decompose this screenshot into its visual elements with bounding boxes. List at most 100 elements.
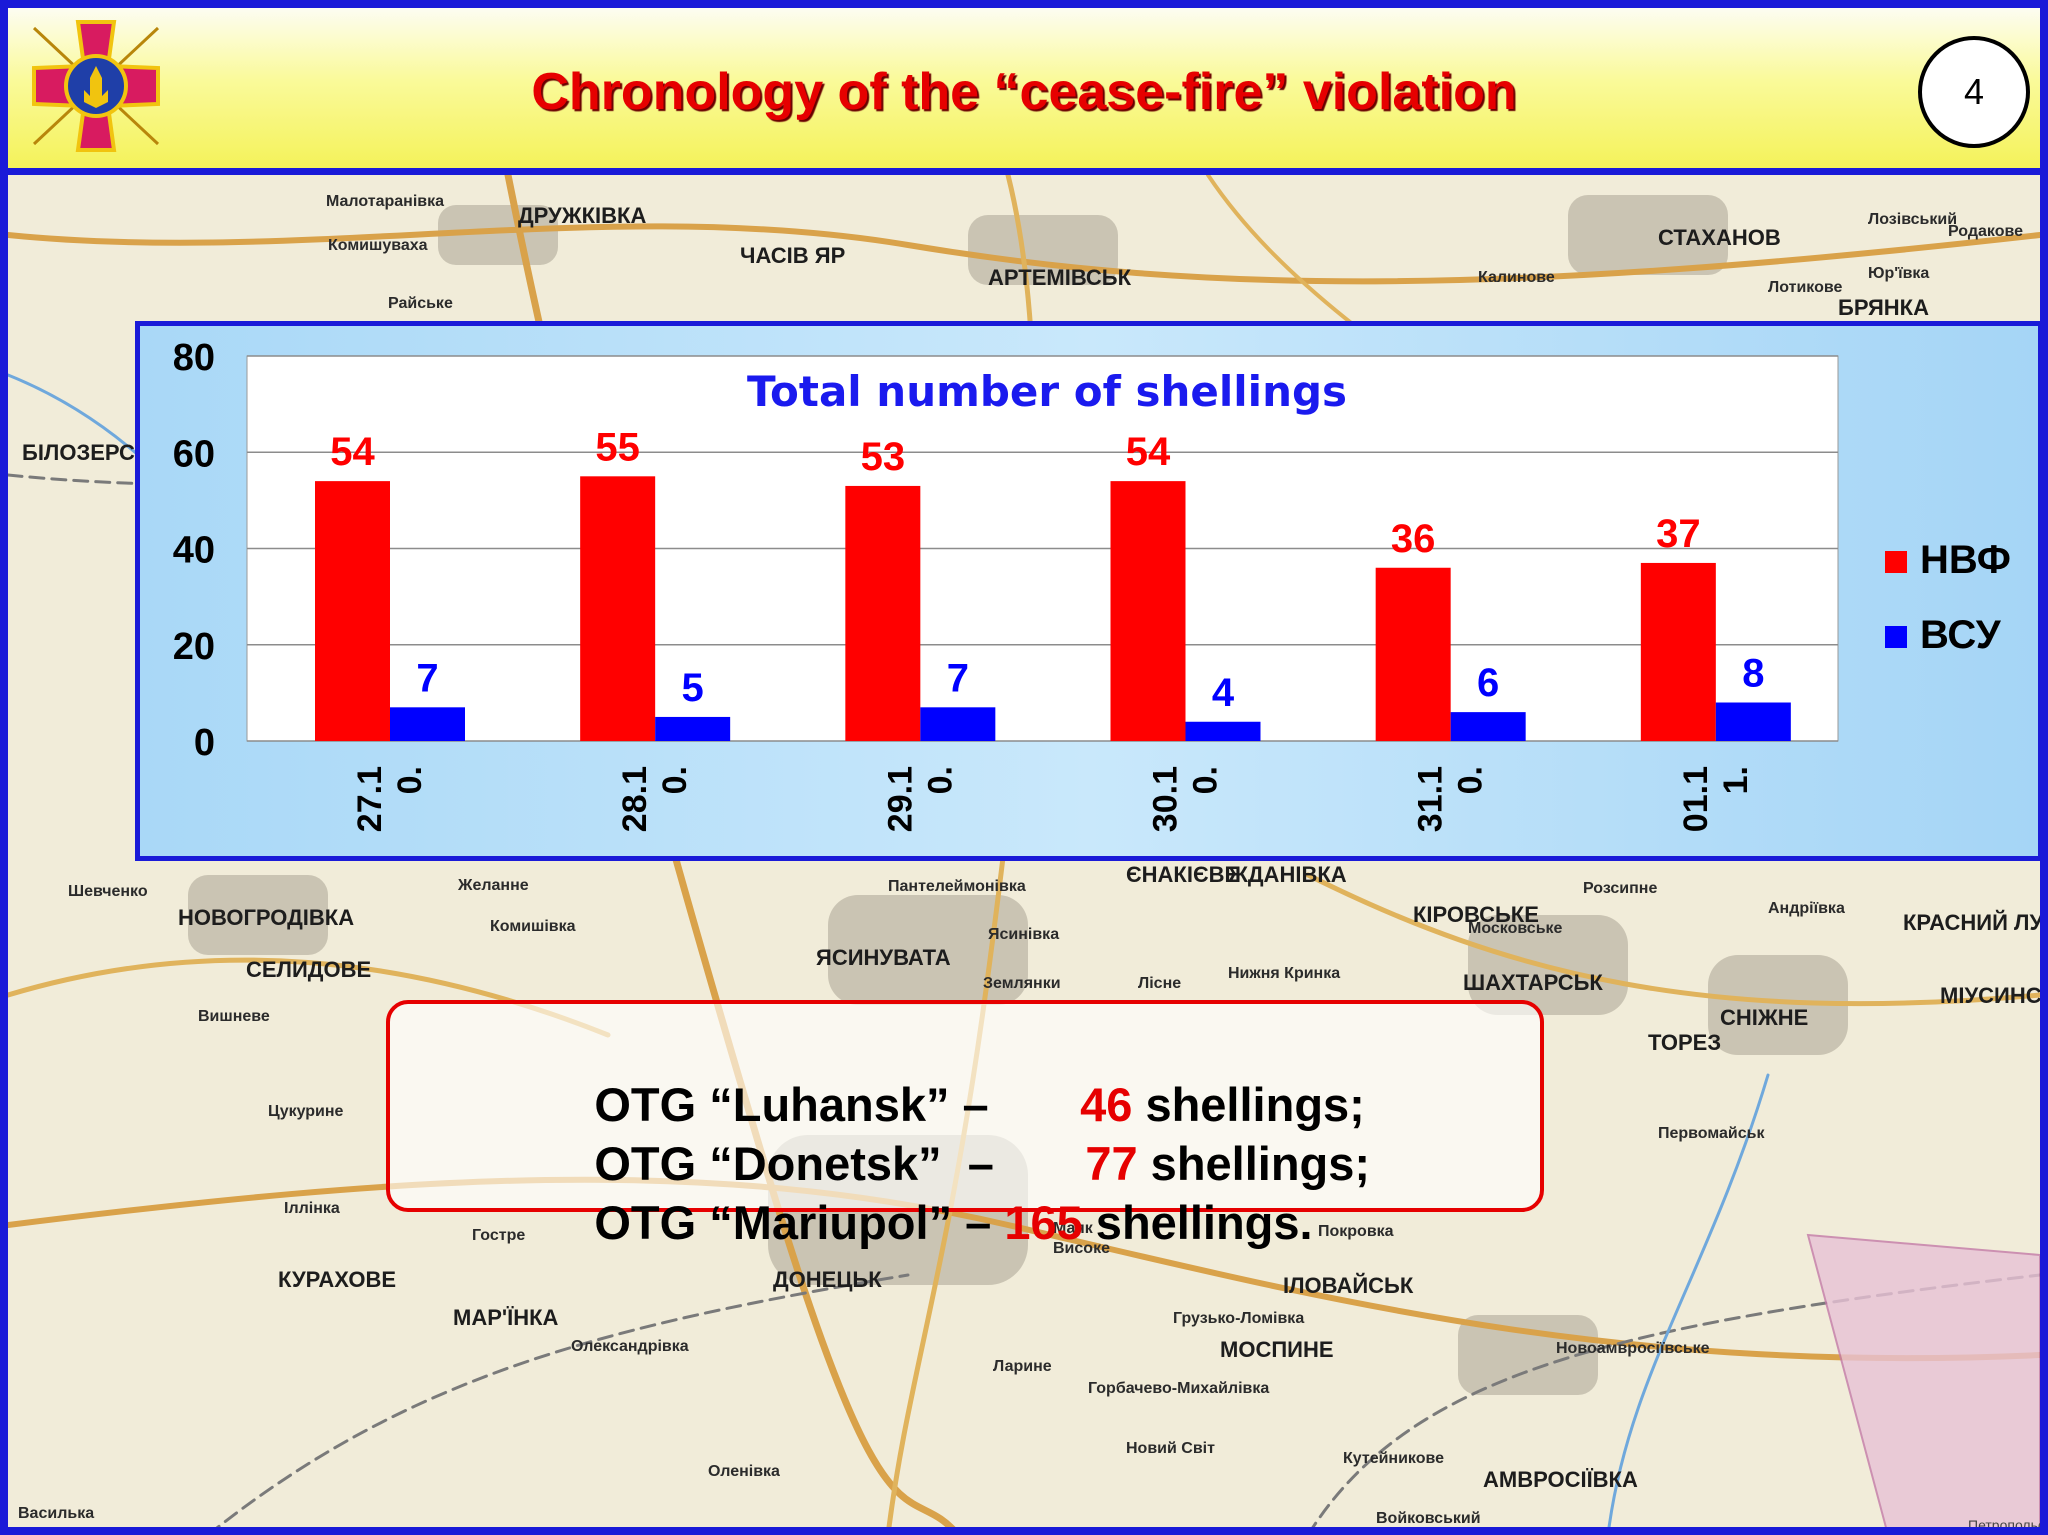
data-label: 36 <box>1391 517 1436 561</box>
map-roads <box>8 175 2040 1527</box>
x-tick-label: 28.1 <box>616 766 654 832</box>
map-town-label: Войковський <box>1376 1510 1481 1527</box>
map-town-label: АМВРОСІЇВКА <box>1483 1467 1638 1492</box>
bar-vsu <box>1185 721 1261 741</box>
map-town-label: БІЛОЗЕРСЬ <box>22 440 151 465</box>
map-town-label: Горбачево-Михайлівка <box>1088 1380 1270 1397</box>
summary-line-mariupol-label: OTG “Mariupol” – <box>594 1196 1005 1249</box>
bar-nvf <box>1375 567 1451 741</box>
summary-line-luhansk-number: 46 <box>1080 1078 1133 1131</box>
x-tick-label: 0. <box>1452 766 1490 794</box>
summary-line-donetsk-label: OTG “Donetsk” – <box>594 1137 1086 1190</box>
map-town-label: ДРУЖКІВКА <box>518 203 647 228</box>
data-label: 53 <box>861 435 906 479</box>
map-town-label: Андріївка <box>1768 900 1845 917</box>
map-town-label: Пантелеймонівка <box>888 878 1026 895</box>
summary-line-donetsk: OTG “Donetsk” – 77 shellings; <box>516 1081 1370 1246</box>
map-town-label: Лозівський <box>1868 211 1958 228</box>
map-town-label: МАР'ЇНКА <box>453 1305 559 1330</box>
data-label: 7 <box>416 656 438 700</box>
x-tick-label: 30.1 <box>1146 766 1184 832</box>
summary-line-mariupol-number: 165 <box>1004 1196 1083 1249</box>
map-town-label: ЧАСІВ ЯР <box>740 243 846 268</box>
bar-vsu <box>390 707 465 741</box>
map-town-label: СНІЖНЕ <box>1720 1005 1809 1030</box>
bar-vsu <box>655 716 731 741</box>
bar-nvf <box>1110 481 1186 741</box>
bar-vsu <box>920 707 996 741</box>
summary-line-luhansk-suffix: shellings; <box>1132 1078 1365 1131</box>
map-town-label: ТОРЕЗ <box>1648 1030 1722 1055</box>
map-town-label: Гостре <box>472 1227 526 1244</box>
map-town-label: Землянки <box>983 975 1061 992</box>
map-town-label: Розсипне <box>1583 880 1658 897</box>
legend-swatch <box>1885 626 1907 648</box>
y-tick-label: 80 <box>173 337 215 379</box>
map-town-label: Новоамвросіївське <box>1556 1340 1710 1357</box>
data-label: 54 <box>330 430 375 474</box>
data-label: 55 <box>595 425 640 469</box>
map-town-label: Желанне <box>458 877 529 894</box>
summary-line-mariupol: OTG “Mariupol” – 165 shellings. <box>516 1140 1313 1305</box>
slide-header: Chronology of the “cease-fire” violation… <box>8 8 2040 175</box>
map-town-label: КІРОВСЬКЕ <box>1413 902 1539 927</box>
summary-line-luhansk-label: OTG “Luhansk” – <box>594 1078 1081 1131</box>
map-town-label: Комишівка <box>490 918 576 935</box>
map-town-label: Калинове <box>1478 269 1555 286</box>
map-town-label: БРЯНКА <box>1838 295 1929 320</box>
map-town-label: АРТЕМІВСЬК <box>988 265 1131 290</box>
summary-line-donetsk-number: 77 <box>1085 1137 1138 1190</box>
summary-line-luhansk: OTG “Luhansk” – 46 shellings; <box>516 1022 1365 1187</box>
map-town-label: Лотикове <box>1768 279 1843 296</box>
map-town-label: Первомайськ <box>1658 1125 1765 1142</box>
data-label: 7 <box>947 656 969 700</box>
map-town-label: Грузько-Ломівка <box>1173 1310 1305 1327</box>
bar-vsu <box>1450 712 1526 741</box>
map-town-label: Московське <box>1468 920 1563 937</box>
otg-summary-box: OTG “Luhansk” – 46 shellings; OTG “Donet… <box>386 1000 1544 1249</box>
data-label: 54 <box>1126 430 1171 474</box>
map-town-label: Лісне <box>1138 975 1182 992</box>
map-town-label: Цукурине <box>268 1103 344 1120</box>
map-town-label: Родакове <box>1948 223 2023 240</box>
map-town-label: Оленівка <box>708 1463 780 1480</box>
map-town-label: Новий Світ <box>1126 1440 1215 1457</box>
map-town-label: Іллінка <box>284 1200 340 1217</box>
map-town-label: МОСПИНЕ <box>1220 1337 1334 1362</box>
bar-nvf <box>845 485 921 741</box>
map-town-label: ЖДАНІВКА <box>1228 862 1347 887</box>
map-town-label: Юр'ївка <box>1868 265 1930 282</box>
bar-vsu <box>1715 702 1791 741</box>
map-town-label: Василька <box>18 1505 95 1522</box>
armed-forces-emblem-icon <box>32 20 160 152</box>
data-label: 4 <box>1212 671 1235 715</box>
map-town-label: ІЛОВАЙСЬК <box>1283 1273 1414 1298</box>
y-tick-label: 0 <box>194 722 215 764</box>
map-town-label: Ясинівка <box>988 926 1060 943</box>
chart-title: Total number of shellings <box>747 367 1347 416</box>
x-tick-label: 0. <box>921 766 959 794</box>
legend-label: НВФ <box>1920 538 2011 582</box>
map-town-label: Ларине <box>993 1358 1052 1375</box>
x-tick-label: 27.1 <box>351 766 389 832</box>
x-tick-label: 29.1 <box>881 766 919 832</box>
summary-line-mariupol-suffix: shellings. <box>1082 1196 1313 1249</box>
data-label: 6 <box>1477 661 1499 705</box>
data-label: 5 <box>682 666 704 710</box>
x-tick-label: 31.1 <box>1412 766 1450 832</box>
y-tick-label: 40 <box>173 530 215 572</box>
map-town-label: СТАХАНОВ <box>1658 225 1781 250</box>
map-town-label: НОВОГРОДІВКА <box>178 905 355 930</box>
slide-title: Chronology of the “cease-fire” violation <box>531 63 1517 121</box>
map-town-label: КРАСНИЙ ЛУЧ <box>1903 910 2040 935</box>
page-number-badge: 4 <box>1918 36 2030 148</box>
map-town-label: Шевченко <box>68 883 148 900</box>
map-town-label: ШАХТАРСЬК <box>1463 970 1603 995</box>
map-town-label: МІУСИНСЬК <box>1940 983 2040 1008</box>
map-town-label: ДОНЕЦЬК <box>773 1267 882 1292</box>
x-tick-label: 0. <box>656 766 694 794</box>
map-town-label: Комишуваха <box>328 237 428 254</box>
y-tick-label: 20 <box>173 626 215 668</box>
